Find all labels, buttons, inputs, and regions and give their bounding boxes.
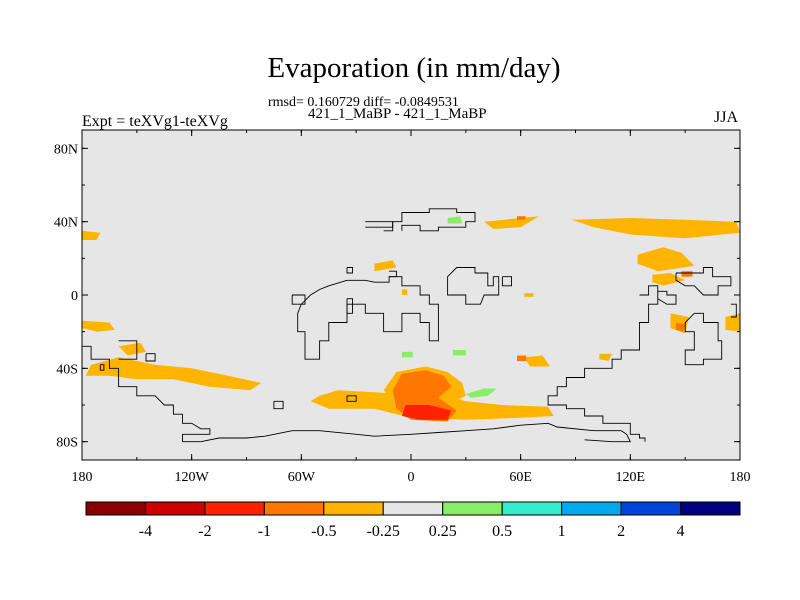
- colorbar-label: 0.5: [492, 523, 512, 540]
- coastline: [273, 400, 284, 410]
- contour-region: [374, 260, 397, 272]
- contour-region: [524, 355, 550, 367]
- contour-region: [484, 216, 539, 229]
- colorbar-swatch: [263, 501, 325, 516]
- colorbar-label: -1: [258, 523, 271, 540]
- y-tick-label: 40S: [56, 362, 78, 377]
- coastlines: [82, 208, 737, 443]
- contour-region: [465, 388, 497, 398]
- coastline: [346, 395, 357, 402]
- colorbar-label: 1: [558, 523, 566, 540]
- x-tick-label: 120E: [616, 470, 646, 485]
- colorbar-swatch: [501, 501, 563, 516]
- x-tick-label: 180: [730, 470, 751, 485]
- colorbar-swatch: [620, 501, 682, 516]
- y-tick-label: 40N: [54, 216, 78, 231]
- coastline: [657, 290, 677, 305]
- coastline: [684, 312, 723, 366]
- coastline: [297, 276, 439, 360]
- colorbar-label: -0.25: [367, 523, 400, 540]
- y-tick-label: 0: [71, 289, 78, 304]
- contour-region: [85, 357, 262, 391]
- chart-subtitle: 421_1_MaBP - 421_1_MaBP: [308, 106, 487, 122]
- contour-region: [599, 353, 613, 361]
- colorbar-swatch: [680, 501, 741, 516]
- colorbar: -4 -2 -1 -0.5 -0.25 0.25 0.5 1 2 4: [85, 501, 741, 540]
- x-tick-label: 60W: [288, 470, 316, 485]
- coastline: [547, 285, 659, 442]
- colorbar-swatch: [561, 501, 622, 516]
- colorbar-swatch: [323, 501, 384, 516]
- contour-region: [517, 216, 527, 220]
- colorbar-swatch: [85, 501, 146, 516]
- contour-region: [82, 230, 101, 240]
- contour-region: [401, 351, 413, 358]
- contour-region: [118, 342, 146, 356]
- coastline: [291, 294, 306, 305]
- contour-region: [676, 322, 686, 332]
- coastline: [145, 353, 156, 362]
- y-axis: 80N 40N 0 40S 80S: [54, 142, 740, 451]
- colorbar-swatch: [442, 501, 503, 516]
- experiment-label: Expt = teXVg1-teXVg: [82, 113, 228, 130]
- colorbar-label: 4: [677, 523, 685, 540]
- colorbar-label: 2: [617, 523, 625, 540]
- x-tick-label: 0: [408, 470, 415, 485]
- coastline: [675, 267, 732, 296]
- x-axis: 180 120W 60W 0 60E 120E 180: [72, 130, 751, 485]
- contour-region: [517, 355, 527, 361]
- contour-fills: [82, 216, 740, 422]
- coastline: [118, 340, 138, 360]
- contour-region: [401, 405, 452, 420]
- coastline: [365, 221, 394, 228]
- colorbar-label: -0.5: [311, 523, 336, 540]
- x-tick-label: 180: [72, 470, 93, 485]
- contour-region: [82, 320, 115, 332]
- contour-region: [453, 350, 466, 356]
- x-tick-label: 120W: [175, 470, 210, 485]
- colorbar-label: 0.25: [429, 523, 457, 540]
- contour-region: [681, 271, 693, 277]
- coastline: [82, 345, 632, 443]
- coastline: [730, 303, 737, 318]
- contour-region: [524, 293, 534, 297]
- chart-title: Evaporation (in mm/day): [267, 52, 561, 84]
- colorbar-swatch: [204, 501, 265, 516]
- contour-region: [401, 289, 408, 295]
- coastline: [501, 276, 512, 287]
- coastline: [447, 267, 500, 305]
- colorbar-label: -2: [198, 523, 211, 540]
- contour-region: [637, 247, 695, 272]
- y-tick-label: 80N: [54, 142, 78, 157]
- contour-region: [447, 216, 463, 224]
- x-tick-label: 60E: [509, 470, 532, 485]
- colorbar-label: -4: [139, 523, 152, 540]
- y-tick-label: 80S: [56, 436, 78, 451]
- colorbar-swatch: [382, 501, 444, 516]
- contour-region: [652, 273, 686, 286]
- coastline: [99, 364, 105, 371]
- colorbar-swatch: [144, 501, 206, 516]
- contour-region: [571, 218, 740, 239]
- coastline: [389, 270, 397, 278]
- coastline: [346, 267, 353, 274]
- contour-region: [725, 313, 740, 332]
- coastline: [383, 208, 476, 232]
- season-label: JJA: [714, 109, 739, 126]
- chart-stats: rmsd= 0.160729 diff= -0.0849531: [268, 95, 459, 110]
